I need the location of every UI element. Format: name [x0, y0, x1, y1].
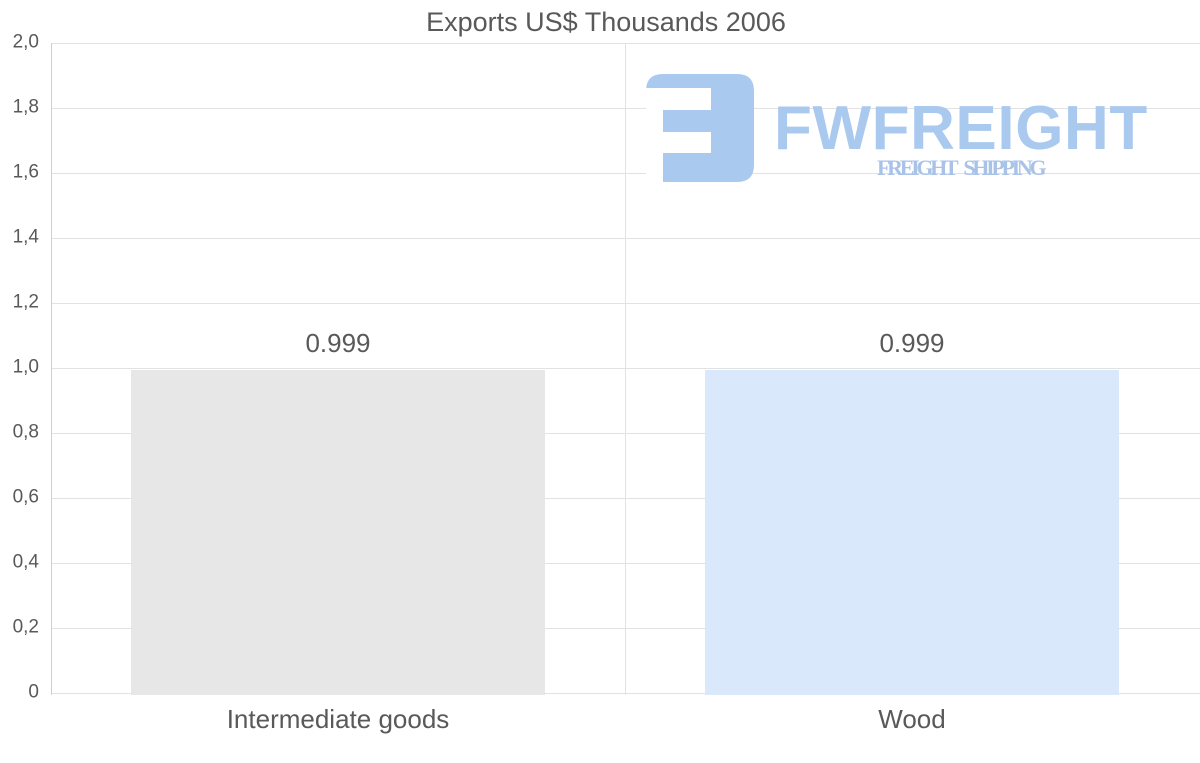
svg-text:FWFREIGHT: FWFREIGHT	[774, 94, 1148, 163]
